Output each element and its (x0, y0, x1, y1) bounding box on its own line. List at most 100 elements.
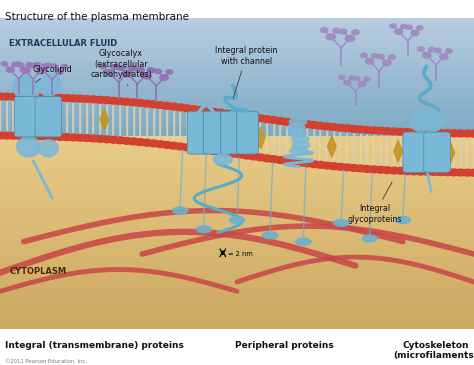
Bar (0, 80, 474, 82)
Circle shape (326, 34, 336, 40)
Bar (0, 196, 474, 199)
Bar (0, 186, 474, 189)
Bar (0, 131, 474, 133)
Circle shape (36, 69, 45, 74)
Bar (0, 43, 474, 45)
Circle shape (68, 95, 79, 102)
Bar (0, 321, 474, 324)
Circle shape (175, 104, 185, 111)
Bar (0, 130, 474, 131)
Bar (0, 108, 474, 110)
Bar (0, 133, 474, 135)
Bar (0, 208, 474, 211)
Ellipse shape (229, 216, 245, 223)
Circle shape (35, 94, 46, 101)
Circle shape (0, 93, 5, 100)
Circle shape (100, 64, 107, 69)
Circle shape (115, 137, 126, 144)
FancyBboxPatch shape (14, 97, 41, 137)
Bar (0, 46, 474, 48)
Circle shape (162, 142, 172, 148)
Circle shape (15, 93, 25, 100)
Bar (0, 79, 474, 80)
Bar (0, 102, 474, 104)
Circle shape (309, 122, 319, 128)
Circle shape (295, 120, 306, 127)
Circle shape (343, 80, 351, 85)
Bar (0, 268, 474, 271)
Circle shape (422, 168, 432, 175)
Bar (0, 220, 474, 223)
Circle shape (436, 169, 446, 176)
Circle shape (436, 130, 446, 137)
Bar (0, 136, 474, 138)
Circle shape (369, 127, 379, 134)
Bar (0, 104, 474, 105)
Ellipse shape (296, 238, 311, 245)
Circle shape (162, 103, 172, 109)
Circle shape (442, 169, 453, 176)
Circle shape (389, 167, 399, 174)
Circle shape (248, 114, 259, 121)
Circle shape (1, 93, 12, 100)
Circle shape (422, 129, 432, 136)
Bar (0, 203, 474, 206)
Circle shape (124, 72, 132, 77)
Bar (0, 69, 474, 71)
Circle shape (118, 66, 126, 70)
Circle shape (62, 134, 72, 141)
Circle shape (235, 151, 246, 158)
Bar (0, 213, 474, 215)
Circle shape (141, 73, 149, 78)
Bar (0, 215, 474, 218)
Text: Glycocalyx
(extracellular
carbohydrates): Glycocalyx (extracellular carbohydrates) (90, 49, 152, 86)
Circle shape (358, 81, 366, 87)
Bar (0, 162, 474, 165)
Circle shape (242, 152, 252, 159)
Circle shape (195, 146, 206, 153)
Circle shape (182, 144, 192, 151)
Circle shape (115, 98, 126, 105)
Circle shape (449, 169, 459, 176)
FancyBboxPatch shape (220, 111, 242, 154)
Ellipse shape (263, 232, 278, 239)
Bar (0, 251, 474, 254)
Circle shape (149, 68, 155, 73)
Circle shape (111, 65, 118, 69)
Circle shape (108, 137, 118, 143)
Circle shape (422, 52, 431, 58)
Circle shape (128, 99, 139, 106)
Ellipse shape (292, 141, 310, 149)
Bar (0, 225, 474, 227)
Circle shape (195, 107, 206, 114)
Text: = 2 nm: = 2 nm (228, 251, 253, 257)
Circle shape (122, 71, 130, 77)
Circle shape (302, 160, 312, 167)
Circle shape (82, 135, 92, 142)
Circle shape (354, 77, 360, 81)
Bar (0, 31, 474, 32)
Bar (0, 278, 474, 280)
Bar (0, 77, 474, 79)
Circle shape (122, 138, 132, 144)
Circle shape (48, 133, 59, 140)
Bar (0, 141, 474, 143)
Circle shape (142, 139, 152, 146)
Circle shape (383, 60, 391, 66)
Bar (0, 316, 474, 319)
Circle shape (160, 75, 168, 80)
Bar (0, 84, 474, 85)
Ellipse shape (395, 216, 410, 223)
Bar (0, 85, 474, 87)
Ellipse shape (290, 147, 308, 155)
Ellipse shape (196, 226, 211, 233)
Bar (0, 110, 474, 111)
Circle shape (55, 69, 64, 74)
Circle shape (415, 168, 426, 175)
Circle shape (188, 106, 199, 112)
Circle shape (268, 117, 279, 123)
Circle shape (166, 70, 173, 74)
Bar (0, 227, 474, 230)
Circle shape (155, 101, 165, 108)
Bar (0, 237, 474, 239)
